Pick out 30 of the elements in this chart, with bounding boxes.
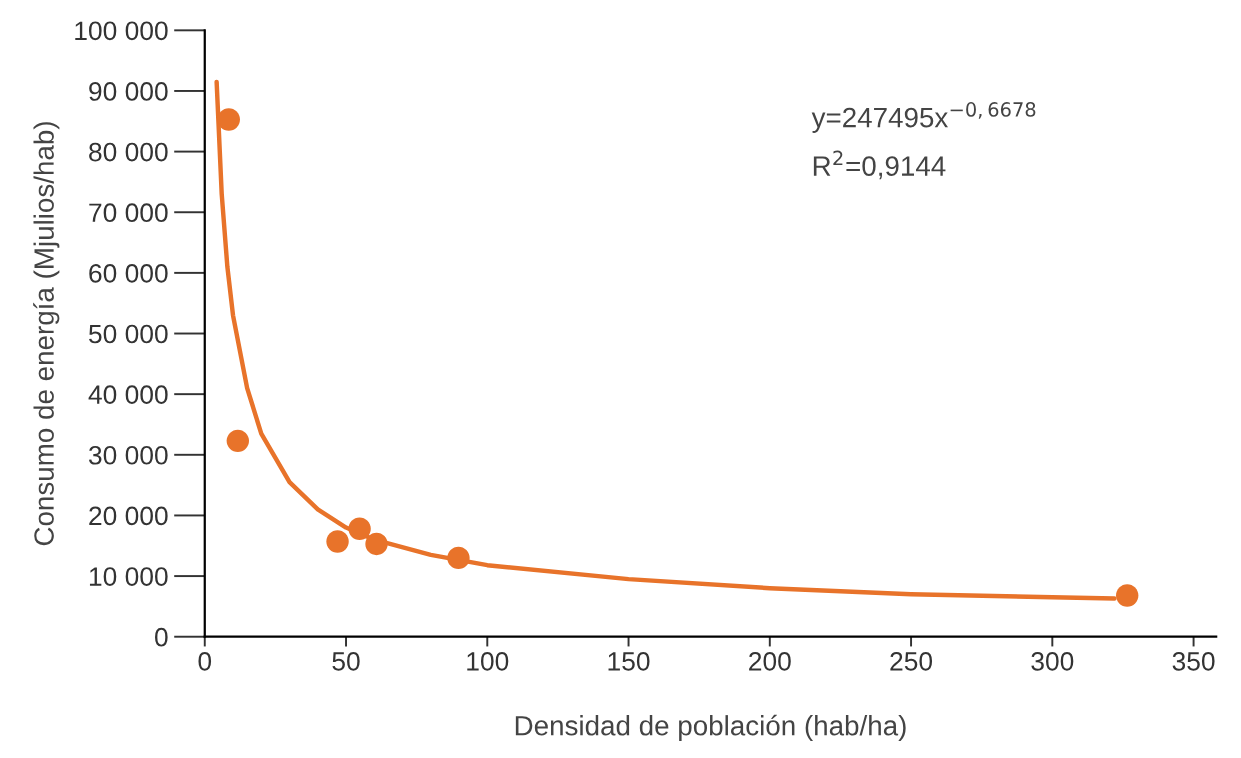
point: [447, 546, 470, 570]
y-axis-title: Consumo de energía (Mjulios/hab): [33, 122, 60, 546]
y-tick-label: 50 000: [89, 324, 168, 344]
x-tick-label: 50: [332, 652, 360, 671]
y-tick-label: 10 000: [89, 567, 168, 586]
x-tick-label: 350: [1172, 652, 1215, 671]
y-tick-label: 80 000: [89, 142, 168, 162]
x-tick-label: 200: [749, 652, 791, 671]
x-tick-label: 150: [608, 652, 650, 671]
y-tick-label: 100 000: [75, 21, 168, 41]
y-tick-label: 30 000: [88, 445, 168, 465]
y-tick-label: 60 000: [89, 264, 168, 283]
point: [226, 429, 250, 453]
y-tick-label: 0: [155, 627, 168, 647]
point: [348, 517, 371, 540]
y-tick-label: 40 000: [88, 385, 168, 404]
x-axis-title: Densidad de población (hab/ha): [515, 714, 906, 742]
point: [326, 530, 349, 553]
x-tick-label: 250: [890, 652, 933, 671]
point: [1115, 584, 1139, 607]
point: [217, 108, 240, 131]
y-tick-label: 20 000: [89, 506, 168, 526]
x-tick-label: 0: [198, 652, 212, 671]
x-tick-label: 300: [1031, 652, 1074, 671]
y-tick-label: 70 000: [89, 203, 168, 223]
annotation: R$^{2}$=0,9144: [813, 150, 946, 180]
annotation: y=247495x$^{−0,6678}$: [811, 102, 1036, 133]
point: [365, 532, 388, 556]
y-tick-label: 90 000: [89, 82, 168, 101]
x-tick-label: 100: [467, 652, 509, 671]
